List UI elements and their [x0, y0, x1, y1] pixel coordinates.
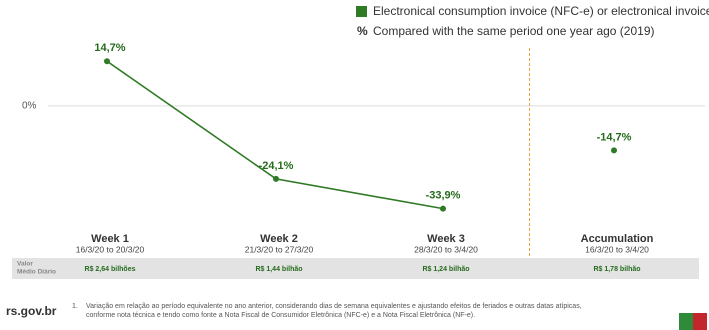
x-tick-label: Week 2 [260, 233, 298, 245]
point [611, 147, 617, 154]
value-label: -24,1% [259, 160, 294, 172]
table-cell: R$ 1,44 bilhão [255, 266, 302, 273]
x-tick-date: 16/3/20 to 20/3/20 [76, 244, 145, 254]
point [440, 205, 446, 212]
flag-green [679, 313, 693, 330]
table-row-label: Médio Diário [17, 269, 56, 276]
x-tick-label: Week 1 [91, 233, 129, 245]
value-label: -33,9% [426, 190, 461, 202]
table-cell: R$ 2,64 bilhões [85, 266, 136, 273]
value-label: 14,7% [94, 42, 125, 54]
table-row-label: Valor [17, 261, 33, 268]
x-tick-date: 16/3/20 to 3/4/20 [585, 244, 649, 254]
point [273, 175, 279, 182]
legend-swatch [356, 6, 367, 17]
footnote-text: Variação em relação ao período equivalen… [86, 303, 582, 319]
x-tick-date: 21/3/20 to 27/3/20 [245, 244, 314, 254]
point [104, 58, 110, 65]
x-tick-date: 28/3/20 to 3/4/20 [414, 244, 478, 254]
table-cell: R$ 1,24 bilhão [422, 266, 469, 273]
y-tick-label: 0% [22, 100, 37, 111]
legend-symbol: % [357, 24, 368, 38]
footnote: 1. Variação em relação ao período equival… [72, 302, 592, 320]
series-line [106, 60, 444, 210]
legend-label: Compared with the same period one year a… [373, 24, 655, 38]
x-tick-label: Accumulation [581, 233, 654, 245]
table-band [12, 258, 699, 279]
site-url: rs.gov.br [6, 304, 57, 318]
x-tick-label: Week 3 [427, 233, 465, 245]
footnote-number: 1. [72, 303, 78, 310]
flag-red [693, 313, 707, 330]
legend-label: Electronical consumption invoice (NFC-e)… [373, 4, 709, 18]
value-label: -14,7% [597, 131, 632, 143]
table-cell: R$ 1,78 bilhão [593, 266, 640, 273]
